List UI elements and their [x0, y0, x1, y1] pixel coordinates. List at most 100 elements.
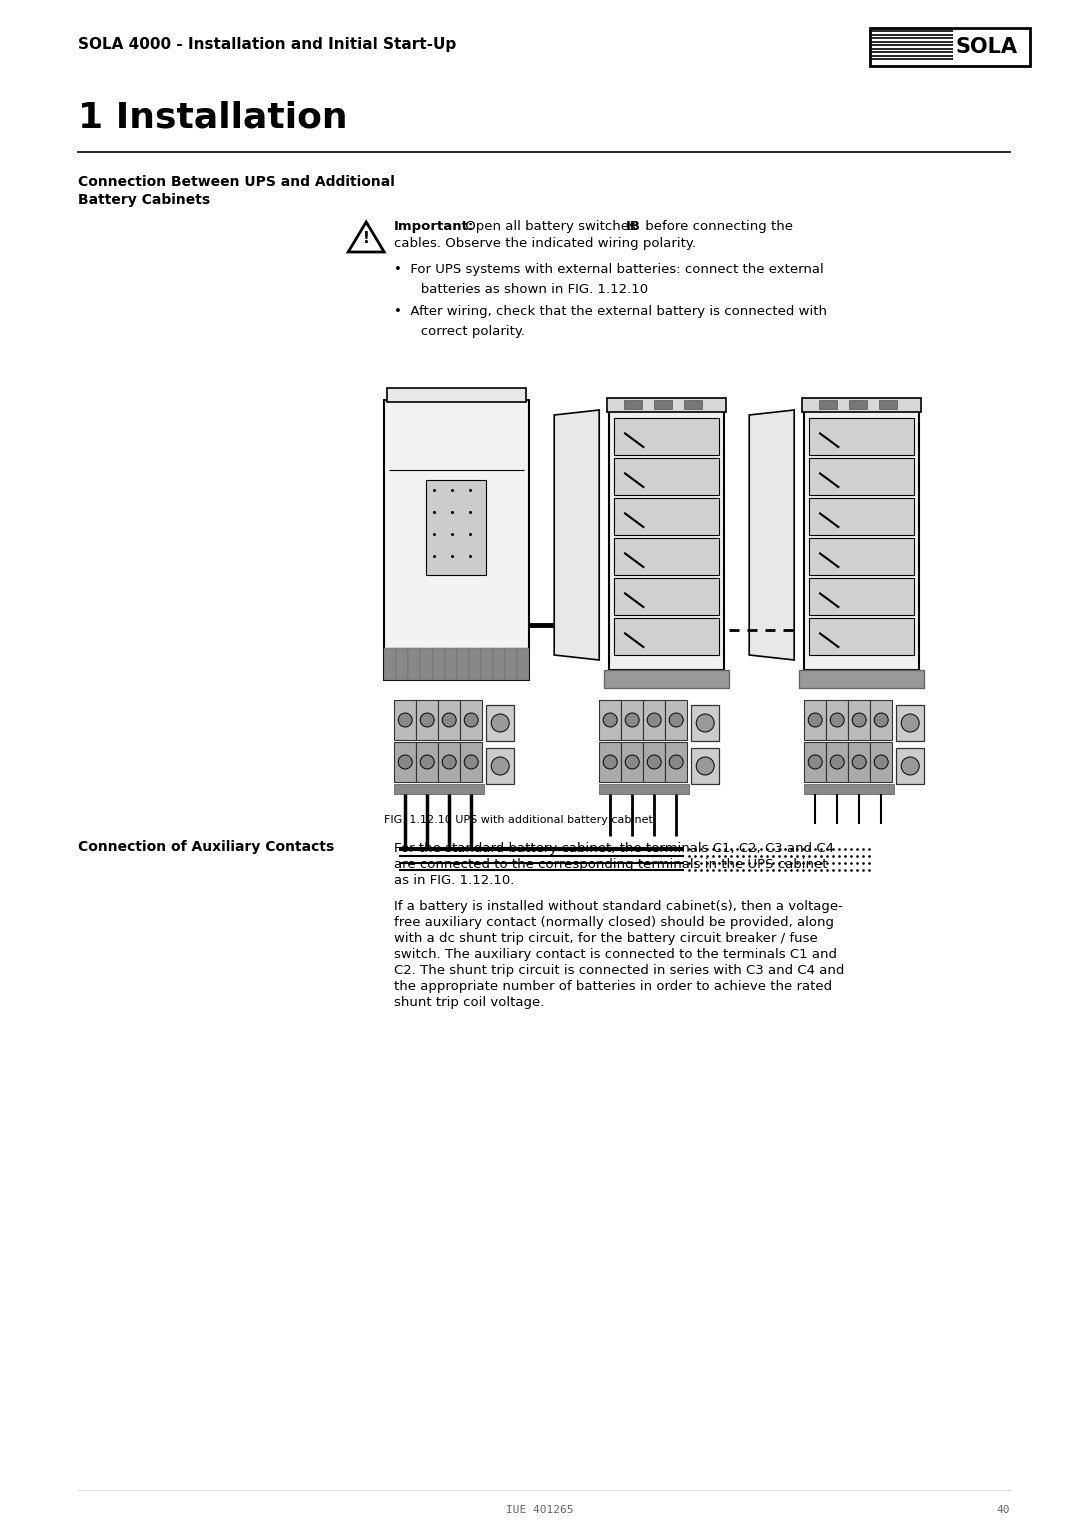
Bar — [599, 784, 689, 795]
Bar — [460, 743, 482, 782]
Bar — [615, 419, 719, 455]
Text: correct polarity.: correct polarity. — [408, 325, 525, 338]
Bar — [879, 400, 897, 410]
Bar — [384, 400, 529, 680]
Bar — [438, 700, 460, 740]
Text: !: ! — [363, 231, 369, 246]
Text: cables. Observe the indicated wiring polarity.: cables. Observe the indicated wiring pol… — [394, 237, 697, 251]
Bar — [802, 397, 921, 413]
Bar — [805, 410, 919, 669]
Bar — [809, 498, 914, 535]
Bar — [384, 648, 396, 680]
Bar — [394, 784, 484, 795]
Circle shape — [670, 714, 684, 727]
Bar — [432, 648, 445, 680]
Bar — [809, 458, 914, 495]
Bar — [820, 400, 837, 410]
Bar — [685, 400, 702, 410]
Text: switch. The auxiliary contact is connected to the terminals C1 and: switch. The auxiliary contact is connect… — [394, 947, 837, 961]
Bar — [896, 749, 924, 784]
Circle shape — [399, 714, 413, 727]
Text: Open all battery switches: Open all battery switches — [461, 220, 640, 232]
Bar — [691, 749, 719, 784]
Text: •  For UPS systems with external batteries: connect the external: • For UPS systems with external batterie… — [394, 263, 824, 275]
Text: C2. The shunt trip circuit is connected in series with C3 and C4 and: C2. The shunt trip circuit is connected … — [394, 964, 845, 976]
Circle shape — [808, 714, 822, 727]
Bar — [505, 648, 517, 680]
Bar — [665, 700, 687, 740]
Bar — [457, 648, 469, 680]
Text: •  After wiring, check that the external battery is connected with: • After wiring, check that the external … — [394, 306, 827, 318]
Bar — [438, 743, 460, 782]
Bar — [809, 617, 914, 656]
Circle shape — [491, 714, 509, 732]
Circle shape — [874, 714, 888, 727]
Circle shape — [831, 755, 845, 769]
Bar — [615, 498, 719, 535]
Bar — [427, 480, 486, 575]
Text: SOLA: SOLA — [956, 37, 1017, 57]
Bar — [604, 669, 729, 688]
Circle shape — [399, 755, 413, 769]
Bar — [644, 700, 665, 740]
Bar — [481, 648, 492, 680]
Polygon shape — [554, 410, 599, 660]
Bar — [691, 704, 719, 741]
Text: Connection Between UPS and Additional: Connection Between UPS and Additional — [78, 176, 394, 189]
Bar — [654, 400, 672, 410]
Text: Connection of Auxiliary Contacts: Connection of Auxiliary Contacts — [78, 840, 334, 854]
Bar — [849, 400, 867, 410]
Bar — [394, 743, 416, 782]
Bar — [396, 648, 408, 680]
Bar — [848, 700, 870, 740]
Text: batteries as shown in FIG. 1.12.10: batteries as shown in FIG. 1.12.10 — [408, 283, 648, 296]
Bar — [870, 28, 1030, 66]
Text: shunt trip coil voltage.: shunt trip coil voltage. — [394, 996, 544, 1008]
Circle shape — [625, 714, 639, 727]
Text: IUE 401265: IUE 401265 — [507, 1505, 573, 1514]
Bar — [420, 648, 432, 680]
Circle shape — [874, 755, 888, 769]
Bar — [408, 648, 420, 680]
Circle shape — [442, 714, 456, 727]
Circle shape — [491, 756, 509, 775]
Circle shape — [697, 714, 714, 732]
Bar — [607, 397, 726, 413]
Text: with a dc shunt trip circuit, for the battery circuit breaker / fuse: with a dc shunt trip circuit, for the ba… — [394, 932, 818, 944]
Text: For the standard battery cabinet, the terminals C1, C2, C3 and C4: For the standard battery cabinet, the te… — [394, 842, 834, 856]
Bar — [599, 743, 621, 782]
Circle shape — [464, 714, 478, 727]
Text: are connected to the corresponding terminals in the UPS cabinet: are connected to the corresponding termi… — [394, 859, 827, 871]
Bar — [416, 700, 438, 740]
Bar — [870, 700, 892, 740]
Circle shape — [464, 755, 478, 769]
Text: Important:: Important: — [394, 220, 474, 232]
Text: as in FIG. 1.12.10.: as in FIG. 1.12.10. — [394, 874, 514, 886]
Circle shape — [647, 755, 661, 769]
Circle shape — [901, 714, 919, 732]
Bar — [624, 400, 643, 410]
Bar — [615, 458, 719, 495]
Bar — [517, 648, 529, 680]
Text: 1 Installation: 1 Installation — [78, 99, 348, 134]
Bar — [469, 648, 481, 680]
Bar — [809, 419, 914, 455]
Bar — [460, 700, 482, 740]
Bar — [826, 700, 848, 740]
Bar — [805, 700, 826, 740]
Circle shape — [852, 755, 866, 769]
Bar — [644, 743, 665, 782]
Circle shape — [442, 755, 456, 769]
Bar — [848, 743, 870, 782]
Bar — [416, 743, 438, 782]
Circle shape — [852, 714, 866, 727]
Bar — [665, 743, 687, 782]
Circle shape — [808, 755, 822, 769]
Circle shape — [901, 756, 919, 775]
Bar — [826, 743, 848, 782]
Bar — [615, 538, 719, 575]
Text: FIG. 1.12.10 UPS with additional battery cabinet: FIG. 1.12.10 UPS with additional battery… — [384, 814, 653, 825]
Circle shape — [420, 755, 434, 769]
Text: IB: IB — [626, 220, 642, 232]
Bar — [896, 704, 924, 741]
